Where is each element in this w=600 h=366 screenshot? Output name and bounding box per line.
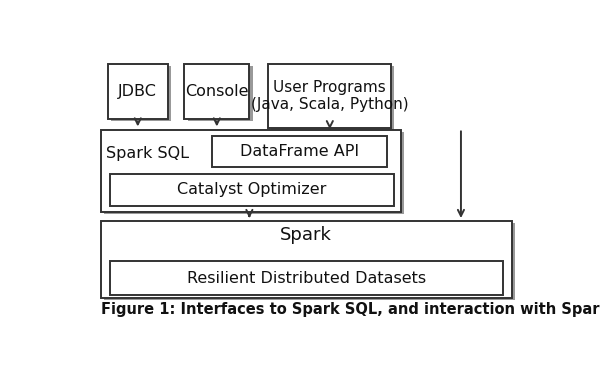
Bar bbox=[104, 223, 515, 299]
Text: Console: Console bbox=[185, 83, 248, 98]
Text: DataFrame API: DataFrame API bbox=[240, 143, 359, 158]
Bar bbox=[110, 173, 394, 206]
Text: Spark: Spark bbox=[280, 226, 332, 244]
Bar bbox=[110, 261, 503, 295]
Bar bbox=[101, 221, 512, 298]
Text: Figure 1: Interfaces to Spark SQL, and interaction with Spark.: Figure 1: Interfaces to Spark SQL, and i… bbox=[101, 302, 600, 317]
Text: JDBC: JDBC bbox=[118, 83, 157, 98]
Bar bbox=[107, 64, 168, 119]
Text: Resilient Distributed Datasets: Resilient Distributed Datasets bbox=[187, 271, 426, 286]
Bar bbox=[268, 64, 391, 128]
Bar bbox=[184, 64, 250, 119]
Text: User Programs
(Java, Scala, Python): User Programs (Java, Scala, Python) bbox=[251, 80, 409, 112]
Bar bbox=[212, 135, 386, 167]
Bar bbox=[101, 130, 401, 212]
Text: Catalyst Optimizer: Catalyst Optimizer bbox=[177, 182, 326, 197]
Bar bbox=[111, 66, 171, 120]
Bar bbox=[188, 66, 253, 120]
Text: Spark SQL: Spark SQL bbox=[106, 146, 188, 161]
Bar bbox=[271, 66, 394, 130]
Bar bbox=[104, 132, 404, 214]
